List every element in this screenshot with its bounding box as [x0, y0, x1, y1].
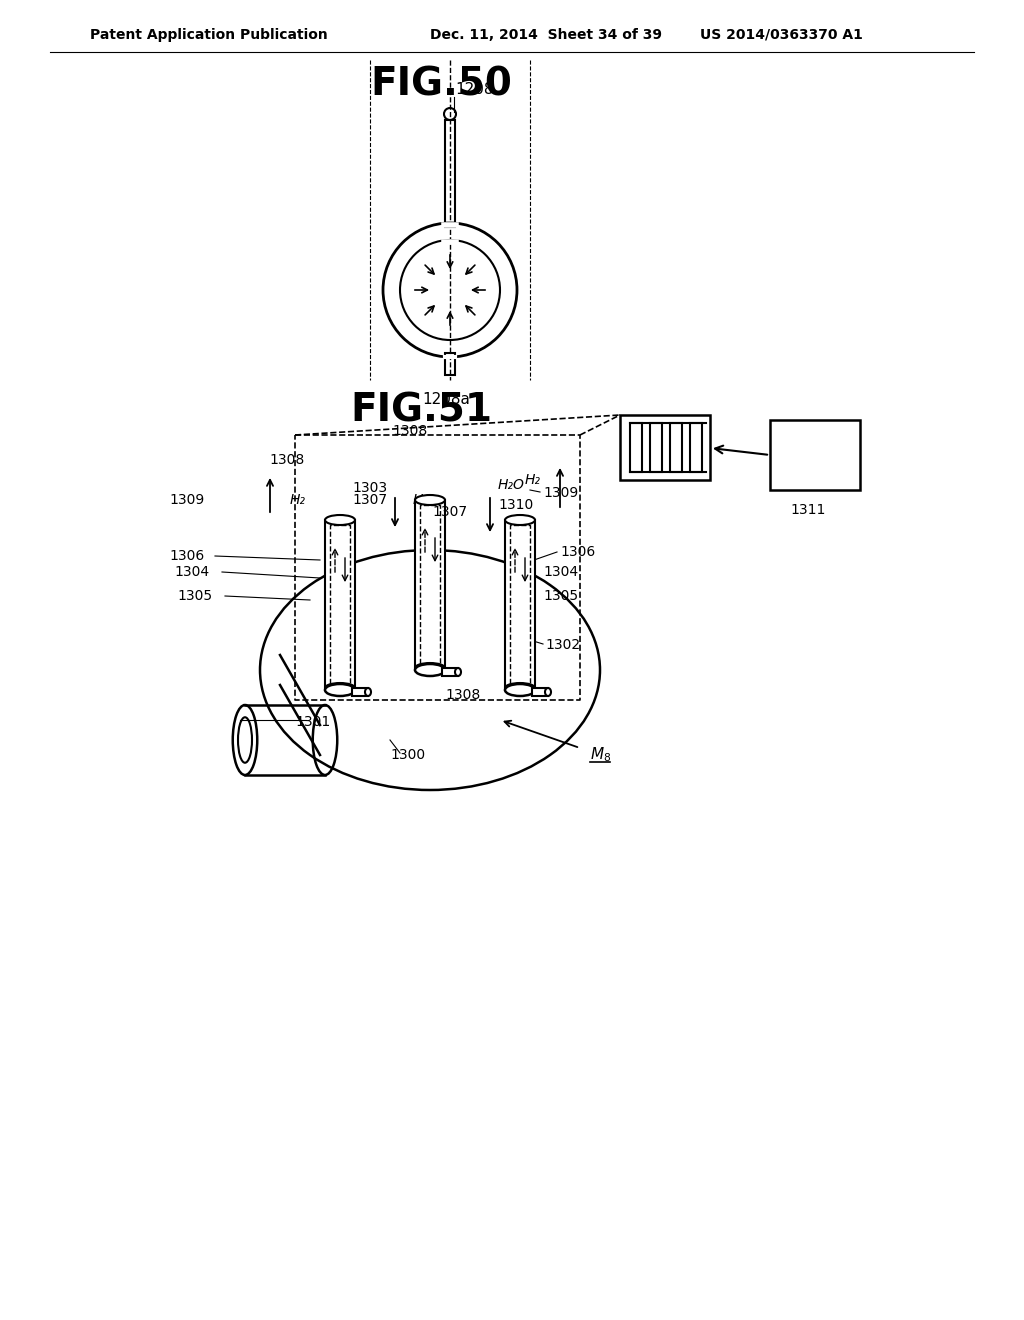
Ellipse shape [325, 682, 355, 693]
FancyBboxPatch shape [670, 422, 682, 473]
Text: 1306: 1306 [170, 549, 205, 564]
FancyBboxPatch shape [650, 422, 662, 473]
FancyBboxPatch shape [442, 668, 458, 676]
FancyBboxPatch shape [415, 500, 445, 671]
Ellipse shape [505, 682, 535, 693]
Text: FIG.50: FIG.50 [370, 66, 512, 104]
Text: H₂: H₂ [290, 492, 306, 507]
FancyBboxPatch shape [770, 420, 860, 490]
Text: H₂: H₂ [413, 492, 429, 507]
Text: 1310: 1310 [498, 498, 534, 512]
Text: 1304: 1304 [175, 565, 210, 579]
Text: 1301: 1301 [295, 715, 331, 729]
FancyBboxPatch shape [325, 520, 355, 690]
Ellipse shape [505, 515, 535, 525]
Text: H₂: H₂ [525, 473, 541, 487]
FancyBboxPatch shape [505, 520, 535, 690]
FancyBboxPatch shape [445, 120, 455, 227]
Ellipse shape [455, 668, 461, 676]
Text: 1303: 1303 [353, 480, 388, 495]
FancyBboxPatch shape [330, 525, 350, 685]
Text: 1305: 1305 [543, 589, 579, 603]
Text: 1309: 1309 [170, 492, 205, 507]
Text: 1309: 1309 [543, 486, 579, 500]
FancyBboxPatch shape [352, 688, 368, 696]
Ellipse shape [325, 515, 355, 525]
Text: H₂O: H₂O [498, 478, 525, 492]
Ellipse shape [415, 664, 445, 676]
Text: US 2014/0363370 A1: US 2014/0363370 A1 [700, 28, 863, 42]
FancyBboxPatch shape [690, 422, 702, 473]
Text: 1302: 1302 [545, 638, 581, 652]
Text: Dec. 11, 2014  Sheet 34 of 39: Dec. 11, 2014 Sheet 34 of 39 [430, 28, 662, 42]
Text: 1307: 1307 [352, 492, 387, 507]
Text: 1307: 1307 [432, 506, 467, 519]
Ellipse shape [232, 705, 257, 775]
Ellipse shape [365, 688, 371, 696]
FancyBboxPatch shape [420, 506, 440, 665]
FancyBboxPatch shape [532, 688, 548, 696]
Text: 1305: 1305 [178, 589, 213, 603]
Ellipse shape [415, 663, 445, 673]
Ellipse shape [505, 684, 535, 696]
FancyBboxPatch shape [630, 422, 642, 473]
Text: 1308: 1308 [392, 424, 428, 438]
Ellipse shape [325, 684, 355, 696]
Text: 1308: 1308 [269, 453, 305, 467]
FancyBboxPatch shape [445, 352, 455, 375]
FancyBboxPatch shape [620, 414, 710, 480]
Text: $M_8$: $M_8$ [590, 746, 611, 764]
Text: FIG.51: FIG.51 [350, 391, 492, 429]
Text: Patent Application Publication: Patent Application Publication [90, 28, 328, 42]
Text: 1308: 1308 [445, 688, 480, 702]
Ellipse shape [415, 495, 445, 506]
Text: 1208: 1208 [455, 82, 494, 98]
Text: 1311: 1311 [790, 503, 825, 517]
Ellipse shape [545, 688, 551, 696]
FancyBboxPatch shape [510, 525, 530, 685]
Text: 1306: 1306 [560, 545, 595, 558]
Text: 1208a: 1208a [422, 392, 470, 408]
Text: 1304: 1304 [543, 565, 579, 579]
Ellipse shape [238, 717, 252, 763]
Text: 1300: 1300 [390, 748, 425, 762]
